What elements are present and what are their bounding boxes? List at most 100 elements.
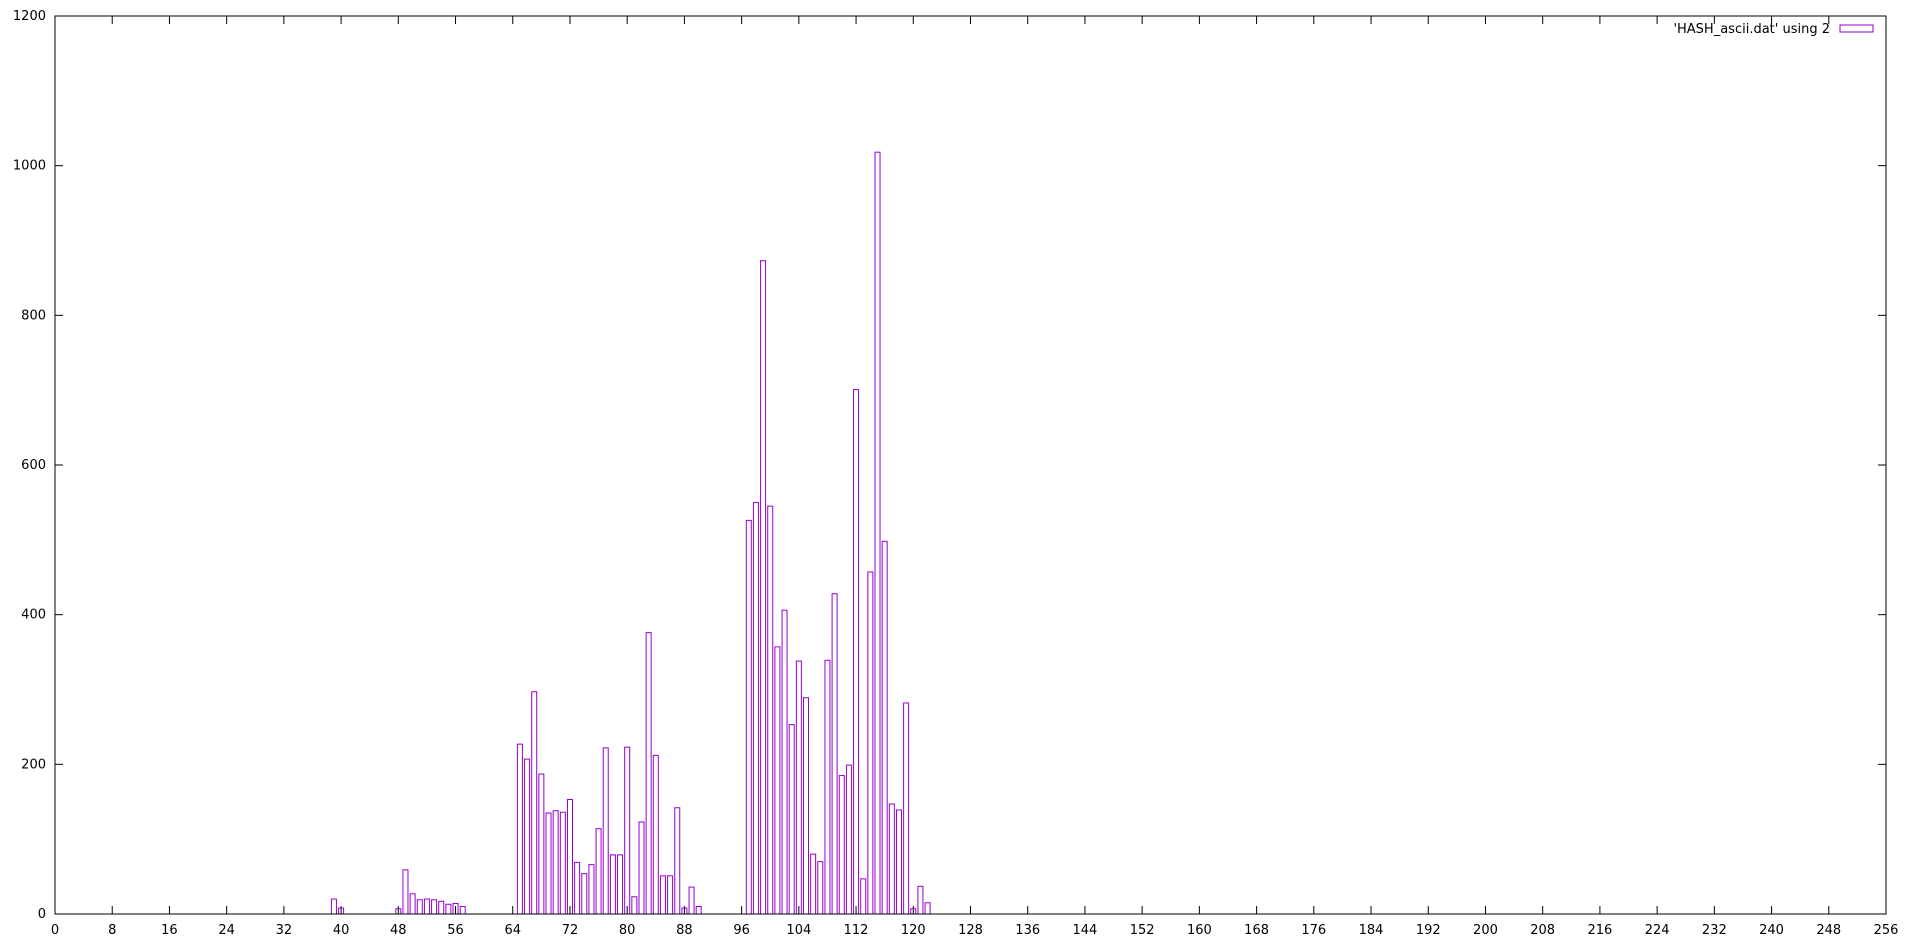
bar bbox=[695, 906, 702, 915]
bar bbox=[566, 799, 573, 915]
bar bbox=[588, 864, 595, 915]
bar bbox=[459, 906, 466, 915]
y-tick-label: 1000 bbox=[13, 159, 46, 174]
x-tick-label: 32 bbox=[276, 923, 293, 938]
bar bbox=[688, 886, 695, 915]
bar bbox=[552, 810, 559, 915]
bar bbox=[802, 697, 809, 915]
bar bbox=[745, 519, 752, 915]
x-tick-label: 64 bbox=[504, 923, 521, 938]
y-tick-label: 600 bbox=[21, 458, 46, 473]
bar bbox=[602, 747, 609, 915]
bar bbox=[760, 260, 767, 915]
bar bbox=[652, 754, 659, 915]
bar bbox=[617, 854, 624, 915]
x-tick-label: 24 bbox=[218, 923, 235, 938]
bar bbox=[888, 803, 895, 915]
bar bbox=[860, 878, 867, 915]
x-tick-labels: 0 8 16 24 32 40 48 56 64 72 80 88 96 104 112 120 128 136 1… bbox=[51, 923, 1899, 938]
x-tick-label: 248 bbox=[1816, 923, 1841, 938]
y-tick-label: 400 bbox=[21, 608, 46, 623]
bar bbox=[810, 853, 817, 915]
x-tick-label: 0 bbox=[51, 923, 59, 938]
bar bbox=[795, 660, 802, 915]
y-tick-labels: 0 200 400 600 800 1000 1200 bbox=[13, 9, 46, 922]
bar bbox=[538, 773, 545, 915]
bar bbox=[581, 873, 588, 915]
x-tick-label: 72 bbox=[562, 923, 579, 938]
bar bbox=[853, 388, 860, 915]
x-tick-label: 232 bbox=[1702, 923, 1727, 938]
bar bbox=[881, 540, 888, 915]
bar bbox=[917, 885, 924, 915]
x-tick-label: 144 bbox=[1073, 923, 1098, 938]
x-tick-label: 88 bbox=[676, 923, 693, 938]
bar bbox=[595, 828, 602, 915]
x-tick-label: 256 bbox=[1874, 923, 1899, 938]
bar bbox=[788, 724, 795, 915]
x-tick-label: 152 bbox=[1130, 923, 1155, 938]
bar bbox=[838, 775, 845, 915]
bar bbox=[431, 899, 438, 915]
x-tick-label: 192 bbox=[1416, 923, 1441, 938]
bar bbox=[638, 821, 645, 915]
x-tick-label: 16 bbox=[161, 923, 178, 938]
bar bbox=[609, 854, 616, 915]
tick-marks bbox=[54, 15, 1887, 915]
plot-frame bbox=[54, 15, 1887, 915]
x-tick-label: 112 bbox=[844, 923, 869, 938]
x-tick-label: 184 bbox=[1359, 923, 1384, 938]
bar bbox=[516, 743, 523, 915]
bar bbox=[402, 869, 409, 915]
x-tick-label: 8 bbox=[108, 923, 116, 938]
bar bbox=[409, 893, 416, 915]
bar bbox=[845, 764, 852, 915]
x-tick-label: 224 bbox=[1645, 923, 1670, 938]
bar bbox=[924, 902, 931, 915]
y-tick-label: 0 bbox=[38, 907, 46, 922]
bar bbox=[767, 505, 774, 915]
bar bbox=[416, 899, 423, 915]
x-tick-label: 56 bbox=[447, 923, 464, 938]
x-tick-label: 80 bbox=[619, 923, 636, 938]
bar bbox=[438, 900, 445, 915]
bar bbox=[674, 807, 681, 915]
bar bbox=[659, 875, 666, 915]
x-tick-label: 120 bbox=[901, 923, 926, 938]
bar bbox=[752, 501, 759, 915]
x-tick-label: 104 bbox=[786, 923, 811, 938]
legend-label: 'HASH_ascii.dat' using 2 bbox=[1673, 22, 1830, 37]
x-tick-label: 176 bbox=[1301, 923, 1326, 938]
bar bbox=[624, 746, 631, 915]
x-tick-label: 48 bbox=[390, 923, 407, 938]
x-tick-label: 240 bbox=[1759, 923, 1784, 938]
bar bbox=[574, 861, 581, 915]
y-tick-label: 800 bbox=[21, 308, 46, 323]
y-tick-label: 200 bbox=[21, 757, 46, 772]
bar bbox=[524, 758, 531, 915]
bar bbox=[645, 632, 652, 915]
bar bbox=[824, 659, 831, 915]
bar bbox=[831, 593, 838, 915]
bar bbox=[867, 571, 874, 915]
x-tick-label: 128 bbox=[958, 923, 983, 938]
x-tick-label: 136 bbox=[1015, 923, 1040, 938]
bar bbox=[667, 875, 674, 915]
bar bbox=[817, 861, 824, 915]
bar bbox=[531, 691, 538, 915]
x-tick-label: 208 bbox=[1530, 923, 1555, 938]
bar bbox=[545, 812, 552, 915]
bar bbox=[903, 702, 910, 915]
x-tick-label: 40 bbox=[333, 923, 350, 938]
bar bbox=[874, 151, 881, 915]
bar bbox=[774, 646, 781, 915]
bar bbox=[631, 896, 638, 915]
y-tick-label: 1200 bbox=[13, 9, 46, 24]
x-tick-label: 96 bbox=[733, 923, 750, 938]
x-tick-label: 160 bbox=[1187, 923, 1212, 938]
legend-swatch bbox=[1839, 24, 1874, 33]
bars bbox=[330, 151, 931, 915]
bar bbox=[445, 903, 452, 915]
bar bbox=[781, 609, 788, 915]
